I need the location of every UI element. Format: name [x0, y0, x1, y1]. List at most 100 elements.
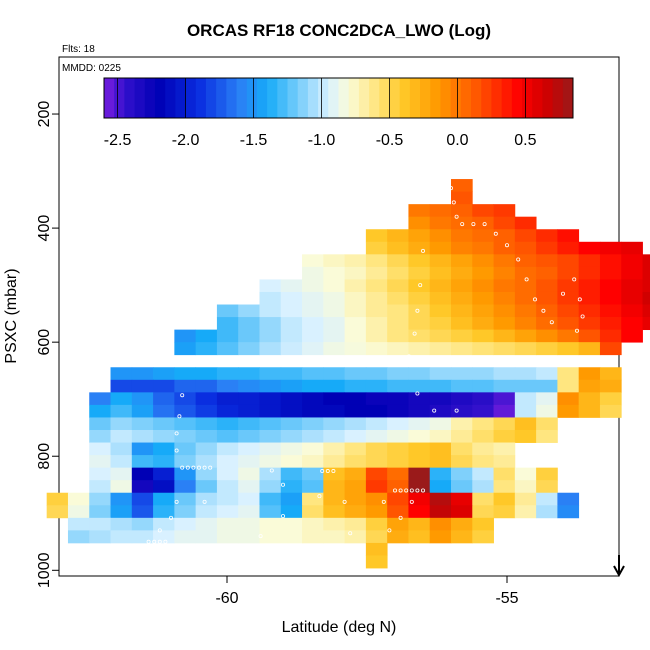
- sample-marker: [269, 468, 274, 473]
- heatmap-cell: [344, 480, 367, 494]
- heatmap-cell: [153, 379, 175, 393]
- heatmap-cell: [344, 254, 367, 268]
- heatmap-cell: [195, 530, 218, 544]
- heatmap-cell: [536, 367, 558, 381]
- y-tick-label: 800: [36, 443, 53, 470]
- heatmap-cell: [259, 530, 282, 544]
- heatmap-cell: [429, 455, 452, 469]
- heatmap-cell: [131, 517, 154, 531]
- heatmap-cell: [238, 442, 260, 456]
- heatmap-cell: [387, 279, 409, 293]
- heatmap-cell: [557, 342, 580, 356]
- heatmap-cell: [578, 304, 601, 318]
- heatmap-cell: [344, 492, 367, 506]
- heatmap-cell: [195, 480, 218, 494]
- heatmap-cell: [344, 266, 367, 280]
- sample-marker: [561, 291, 566, 296]
- heatmap-cell: [280, 417, 303, 431]
- heatmap-cell: [216, 442, 239, 456]
- heatmap-cell: [599, 329, 622, 343]
- heatmap-cell: [110, 517, 133, 531]
- sample-marker: [146, 539, 151, 544]
- heatmap-cell: [408, 241, 431, 255]
- sample-marker: [482, 222, 487, 227]
- heatmap-cell: [216, 342, 239, 356]
- sample-marker: [448, 186, 453, 191]
- heatmap-cell: [195, 455, 218, 469]
- colorbar-segment: [328, 78, 339, 118]
- heatmap-cell: [599, 254, 622, 268]
- heatmap-cell: [536, 241, 558, 255]
- heatmap-cell: [280, 530, 303, 544]
- heatmap-cell: [493, 505, 516, 519]
- heatmap-cell: [451, 266, 473, 280]
- sample-marker: [174, 448, 179, 453]
- heatmap-cell: [451, 191, 473, 205]
- heatmap-cell: [493, 204, 516, 218]
- sample-marker: [174, 431, 179, 436]
- heatmap-cell: [344, 342, 367, 356]
- heatmap-cell: [195, 417, 218, 431]
- heatmap-cell: [174, 442, 197, 456]
- sample-marker: [493, 231, 498, 236]
- colorbar-segment: [450, 78, 462, 118]
- sample-marker: [541, 308, 546, 313]
- heatmap-cell: [302, 266, 324, 280]
- heatmap-cell: [429, 229, 452, 243]
- heatmap-cell: [323, 442, 345, 456]
- heatmap-cell: [67, 517, 90, 531]
- heatmap-cell: [259, 329, 282, 343]
- sample-marker: [157, 528, 162, 533]
- heatmap-cell: [216, 304, 239, 318]
- heatmap-cell: [323, 342, 345, 356]
- heatmap-cell: [365, 417, 388, 431]
- heatmap-cell: [493, 417, 516, 431]
- heatmap-cell: [302, 404, 324, 418]
- heatmap-cell: [238, 304, 260, 318]
- colorbar-segment: [287, 78, 299, 118]
- heatmap-cell: [89, 517, 111, 531]
- heatmap-cell: [344, 467, 367, 481]
- heatmap-cell: [131, 505, 154, 519]
- heatmap-cell: [89, 417, 111, 431]
- heatmap-cell: [323, 404, 345, 418]
- heatmap-cell: [344, 455, 367, 469]
- colorbar-segment: [511, 78, 523, 118]
- heatmap-cell: [131, 467, 154, 481]
- heatmap-cell: [621, 279, 643, 293]
- heatmap-cell: [599, 379, 622, 393]
- heatmap-cell: [493, 241, 516, 255]
- colorbar-segment: [369, 78, 380, 118]
- heatmap-cell: [344, 329, 367, 343]
- heatmap-cell: [259, 291, 282, 305]
- heatmap-cell: [302, 291, 324, 305]
- heatmap-cell: [110, 530, 133, 544]
- heatmap-cell: [472, 430, 494, 443]
- heatmap-cell: [174, 492, 197, 506]
- sample-marker: [406, 354, 411, 359]
- sample-marker: [415, 488, 420, 493]
- heatmap-cell: [599, 317, 622, 331]
- heatmap-cell: [365, 317, 388, 331]
- heatmap-cell: [472, 480, 494, 494]
- heatmap-cell: [536, 492, 558, 506]
- heatmap-cell: [387, 266, 409, 280]
- colorbar-tick-label: 0.0: [446, 132, 468, 149]
- heatmap-cell: [451, 291, 473, 305]
- heatmap-cell: [493, 291, 516, 305]
- heatmap-cell: [514, 329, 537, 343]
- heatmap-cell: [302, 392, 324, 406]
- heatmap-cell: [514, 505, 537, 519]
- heatmap-cell: [365, 480, 388, 494]
- heatmap-cell: [493, 254, 516, 268]
- heatmap-cell: [472, 517, 494, 531]
- sample-marker: [392, 488, 397, 493]
- colorbar-segment: [154, 78, 166, 118]
- heatmap-cell: [195, 517, 218, 531]
- colorbar-segment: [246, 78, 258, 118]
- heatmap-cell: [451, 430, 473, 443]
- sample-marker: [185, 465, 190, 470]
- heatmap-cell: [472, 254, 494, 268]
- heatmap-cell: [429, 430, 452, 443]
